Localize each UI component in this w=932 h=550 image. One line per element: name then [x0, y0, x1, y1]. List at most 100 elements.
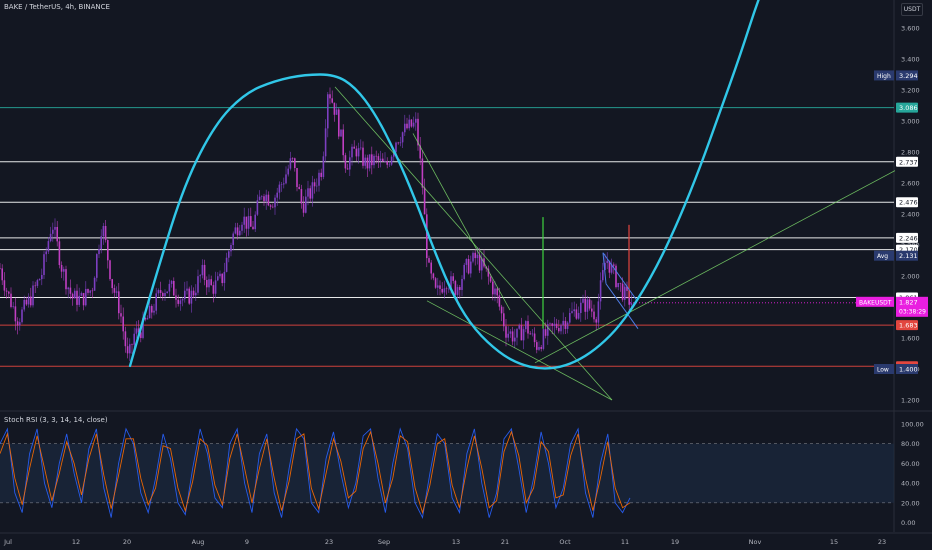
time-tick-label: Sep: [378, 538, 390, 546]
candle-body: [481, 258, 483, 271]
candle-body: [344, 155, 347, 169]
candle-body: [364, 157, 366, 166]
candle-body: [52, 229, 54, 234]
price-tick-label: 3.600: [901, 25, 920, 33]
candle-body: [624, 286, 626, 300]
cup-curve: [128, 0, 760, 370]
candle-body: [129, 344, 131, 354]
candle-body: [518, 325, 520, 329]
candle-body: [219, 273, 221, 277]
candle-body: [360, 147, 362, 149]
candle-body: [223, 271, 226, 284]
candle-body: [197, 276, 199, 293]
candle-body: [461, 278, 463, 290]
time-tick-label: 20: [123, 538, 131, 546]
candle-body: [225, 257, 228, 272]
time-tick-label: 15: [830, 538, 838, 546]
candle-body: [241, 224, 243, 231]
low-price-label: Low: [877, 367, 889, 374]
candle-body: [85, 288, 87, 306]
candle-body: [100, 236, 102, 250]
candle-body: [536, 342, 538, 350]
candle-body: [496, 288, 498, 296]
candle-body: [45, 251, 47, 255]
candle-body: [153, 310, 155, 313]
candle-body: [318, 172, 320, 186]
candle-body: [91, 290, 94, 292]
candle-body: [302, 203, 305, 213]
time-tick-label: 11: [621, 538, 629, 546]
candle-body: [151, 306, 153, 313]
candle-body: [531, 333, 534, 335]
candle-body: [30, 296, 32, 306]
candle-body: [289, 158, 292, 169]
avg-price-label-box: [874, 250, 894, 261]
candle-body: [247, 216, 250, 229]
candle-body: [441, 288, 443, 293]
candle-body: [500, 306, 503, 314]
candle-body: [390, 156, 393, 165]
candle-body: [604, 262, 606, 271]
candle-body: [619, 283, 622, 284]
candle-body: [595, 319, 597, 323]
candle-body: [96, 254, 98, 278]
candle-body: [426, 214, 428, 259]
candle-body: [582, 298, 584, 303]
candle-body: [49, 233, 52, 242]
trend-line: [412, 133, 511, 311]
drawings[interactable]: [128, 0, 896, 401]
candle-body: [511, 331, 514, 342]
candle-body: [395, 142, 397, 152]
candle-body: [56, 226, 58, 242]
candle-body: [621, 283, 624, 300]
candle-body: [408, 119, 410, 129]
time-tick-label: Aug: [192, 538, 205, 546]
candle-body: [168, 283, 171, 292]
candle-body: [322, 156, 325, 177]
candle-body: [82, 293, 85, 306]
candle-body: [525, 321, 527, 330]
time-tick-label: 23: [325, 538, 333, 546]
high-price-label: High: [877, 73, 891, 80]
candle-body: [203, 264, 206, 280]
price-tick-label: 2.800: [901, 149, 920, 157]
time-tick-label: Jul: [3, 538, 12, 546]
candle-body: [131, 344, 133, 345]
candle-body: [126, 346, 129, 354]
candle-body: [564, 320, 567, 329]
horizontal-levels[interactable]: [0, 107, 894, 367]
price-level-label: 2.170: [899, 246, 918, 254]
price-tick-label: 1.600: [901, 335, 920, 343]
candle-body: [124, 331, 127, 347]
candle-body: [562, 320, 564, 326]
candle-body: [401, 132, 404, 143]
candle-body: [599, 280, 602, 302]
time-axis: Jul 12 20 Aug 9 23 Sep 13 21 Oct 11 19 Nov 15 23: [3, 538, 886, 546]
candle-body: [630, 303, 633, 305]
candle-body: [333, 102, 336, 115]
time-tick-label: 21: [501, 538, 509, 546]
candle-body: [397, 142, 399, 144]
candle-body: [456, 287, 459, 295]
candle-body: [419, 145, 421, 159]
candle-body: [115, 291, 118, 293]
candle-body: [452, 276, 454, 281]
candle-body: [615, 265, 617, 288]
candle-body: [311, 182, 314, 199]
time-tick-label: Nov: [749, 538, 762, 546]
quote-currency-badge[interactable]: USDT: [901, 3, 923, 16]
candle-body: [478, 254, 481, 271]
candle-body: [164, 293, 166, 297]
candle-body: [353, 146, 355, 149]
candle-body: [298, 187, 300, 190]
candle-body: [272, 206, 274, 208]
candle-body: [346, 168, 349, 170]
candle-body: [329, 94, 331, 99]
candle-body: [0, 268, 1, 269]
price-level-label: 1.683: [899, 322, 918, 330]
candle-body: [43, 254, 45, 275]
candle-body: [597, 301, 600, 323]
candle-body: [514, 337, 516, 342]
candle-body: [368, 154, 371, 169]
